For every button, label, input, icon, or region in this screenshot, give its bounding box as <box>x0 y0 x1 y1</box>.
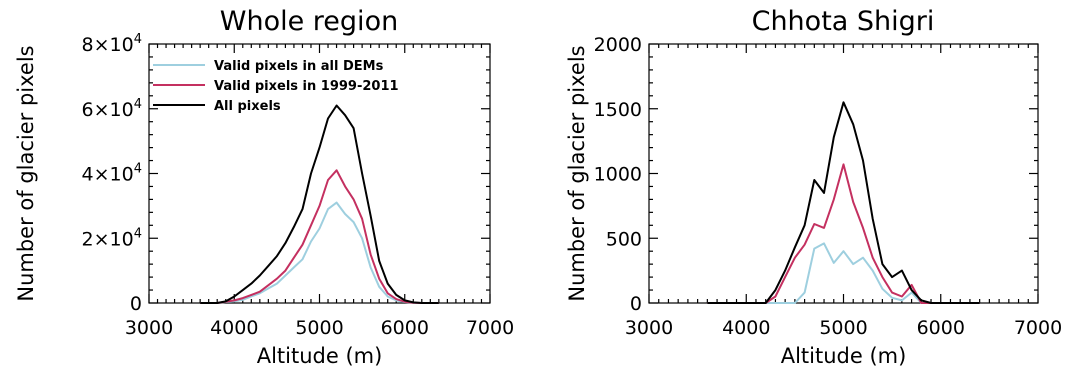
y-tick-label: 0 <box>130 293 142 315</box>
legend-label: All pixels <box>214 99 281 114</box>
x-tick-label: 5000 <box>295 317 343 339</box>
x-tick-label: 7000 <box>466 317 514 339</box>
y-tick-label: 2000 <box>594 34 642 56</box>
y-tick-label: 4×104 <box>82 162 142 186</box>
x-tick-label: 4000 <box>722 317 770 339</box>
x-axis-label: Altitude (m) <box>257 344 383 368</box>
x-tick-label: 6000 <box>917 317 965 339</box>
chart-title: Whole region <box>220 6 398 37</box>
legend-label: Valid pixels in all DEMs <box>214 59 384 74</box>
chart-panel-1: Whole region Altitude (m) Number of glacie… <box>14 6 514 368</box>
series-line-2 <box>707 163 980 304</box>
series-line-3 <box>200 104 439 304</box>
x-tick-label: 6000 <box>381 317 429 339</box>
series-line-3 <box>707 101 980 304</box>
x-tick-label: 3000 <box>125 317 173 339</box>
series-line-2 <box>200 169 439 304</box>
y-tick-label: 0 <box>630 293 642 315</box>
x-tick-label: 4000 <box>210 317 258 339</box>
y-tick-label: 500 <box>606 228 642 250</box>
y-axis-label: Number of glacier pixels <box>565 45 589 301</box>
y-tick-label: 8×104 <box>82 32 142 56</box>
y-tick-label: 6×104 <box>82 97 142 121</box>
y-tick-label: 1000 <box>594 164 642 186</box>
legend: Valid pixels in all DEMs Valid pixels in … <box>153 59 399 114</box>
legend-label: Valid pixels in 1999-2011 <box>214 79 399 94</box>
series-line-1 <box>200 201 439 304</box>
chart-panel-2: Chhota Shigri Altitude (m) Number of glaci… <box>565 6 1062 368</box>
x-tick-label: 3000 <box>625 317 673 339</box>
y-tick-label: 2×104 <box>82 226 142 250</box>
x-tick-label: 7000 <box>1014 317 1062 339</box>
x-axis-label: Altitude (m) <box>781 344 907 368</box>
y-tick-label: 1500 <box>594 99 642 121</box>
chart-title: Chhota Shigri <box>752 6 935 37</box>
plot-frame <box>648 43 1039 304</box>
y-axis-label: Number of glacier pixels <box>14 45 38 301</box>
x-tick-label: 5000 <box>819 317 867 339</box>
